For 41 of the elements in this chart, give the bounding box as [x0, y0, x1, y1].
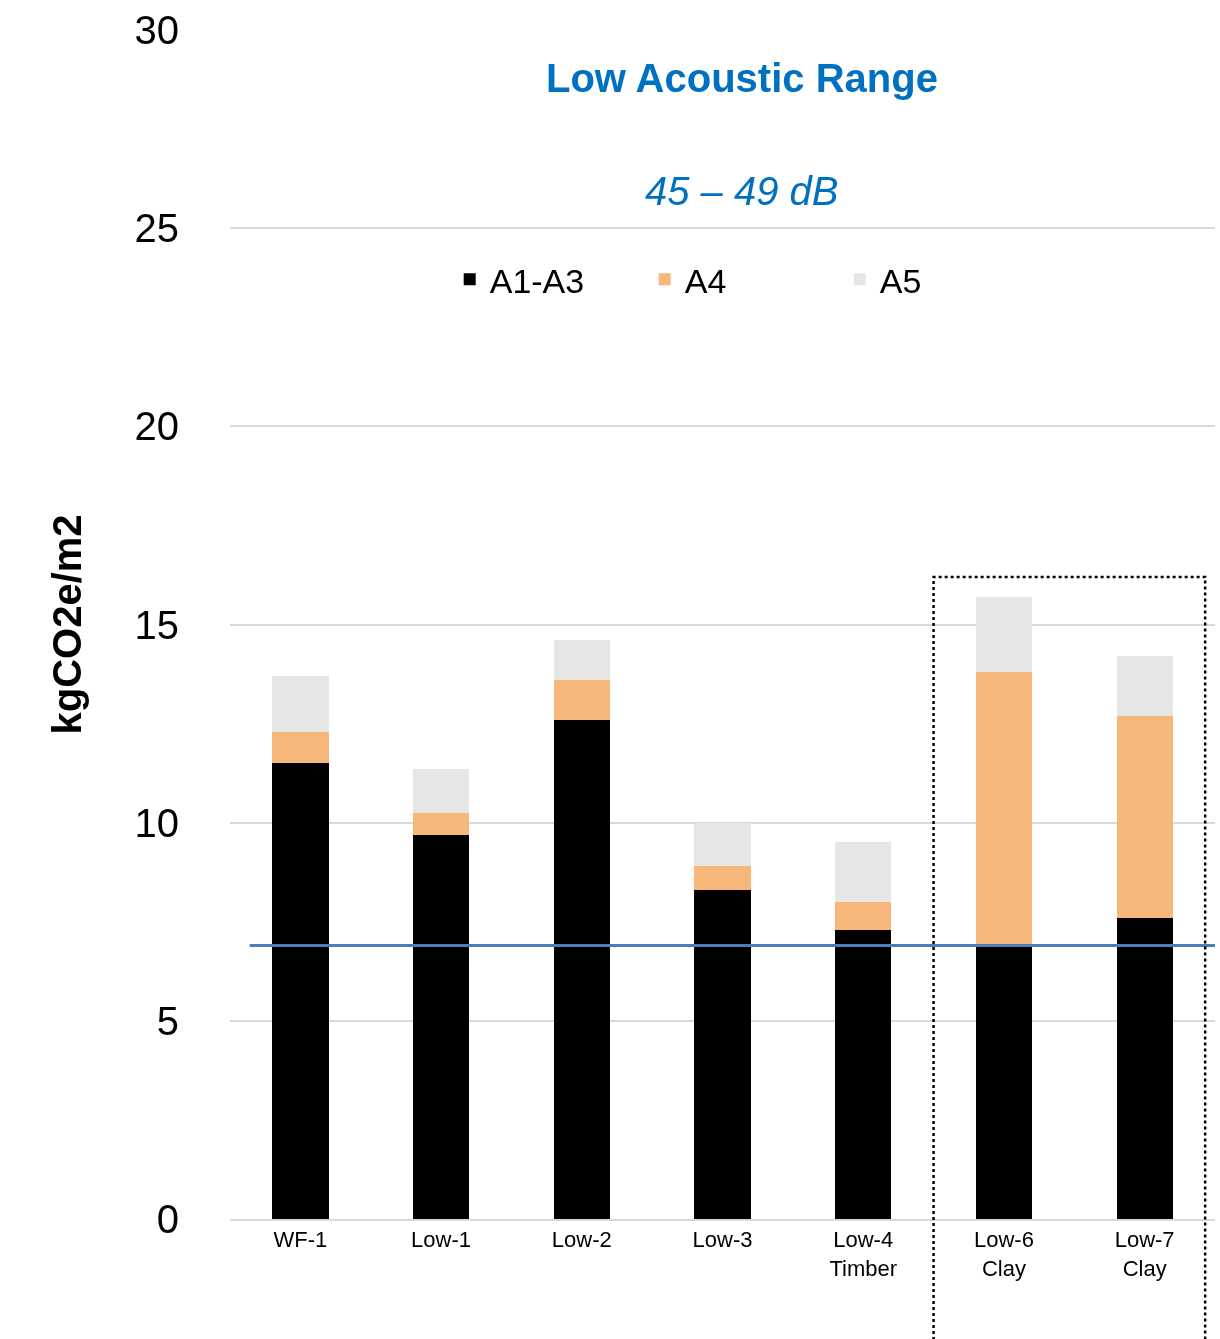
bar [1116, 656, 1173, 716]
bar [553, 640, 610, 680]
y-tick-label: 15 [134, 602, 179, 647]
bar [835, 901, 892, 930]
bar [1116, 715, 1173, 918]
bar [412, 834, 470, 1219]
y-tick-label: 25 [134, 206, 179, 251]
y-tick-label: 30 [134, 8, 179, 52]
bar [412, 812, 470, 835]
x-tick-label: Low-1 [411, 1227, 472, 1253]
x-tick-label: Low-3 [692, 1227, 753, 1253]
text: Low Acoustic Range [546, 56, 938, 100]
bar [975, 596, 1033, 673]
x-tick-label: Low-6 Clay [973, 1227, 1034, 1281]
bar [412, 769, 470, 813]
legend-label: A5 [879, 261, 922, 300]
y-axis-title: kgCO2e/m2 [45, 514, 89, 735]
legend-label: A4 [684, 261, 727, 300]
bar [272, 763, 329, 1219]
bar [272, 731, 329, 764]
y-tick-label: 10 [134, 800, 179, 845]
bar [1116, 917, 1173, 1219]
bar [553, 719, 610, 1219]
bar [694, 866, 751, 891]
text: 45 – 49 dB [645, 169, 839, 213]
bar [835, 842, 892, 902]
bar [694, 822, 751, 867]
y-tick-label: 5 [156, 998, 179, 1043]
x-tick-label: Low-7 Clay [1114, 1227, 1175, 1281]
x-tick-label: Low-2 [551, 1227, 612, 1253]
bar [553, 679, 610, 720]
x-tick-label: WF-1 [273, 1227, 328, 1253]
bar [694, 890, 751, 1219]
y-tick-label: 0 [156, 1197, 179, 1241]
legend-label: A1-A3 [489, 261, 585, 300]
bar [975, 945, 1033, 1219]
bar [272, 676, 329, 732]
y-tick-label: 20 [134, 404, 179, 449]
x-tick-label: Low-4 Timber [829, 1227, 898, 1281]
bar [975, 672, 1033, 946]
bar [835, 929, 892, 1219]
